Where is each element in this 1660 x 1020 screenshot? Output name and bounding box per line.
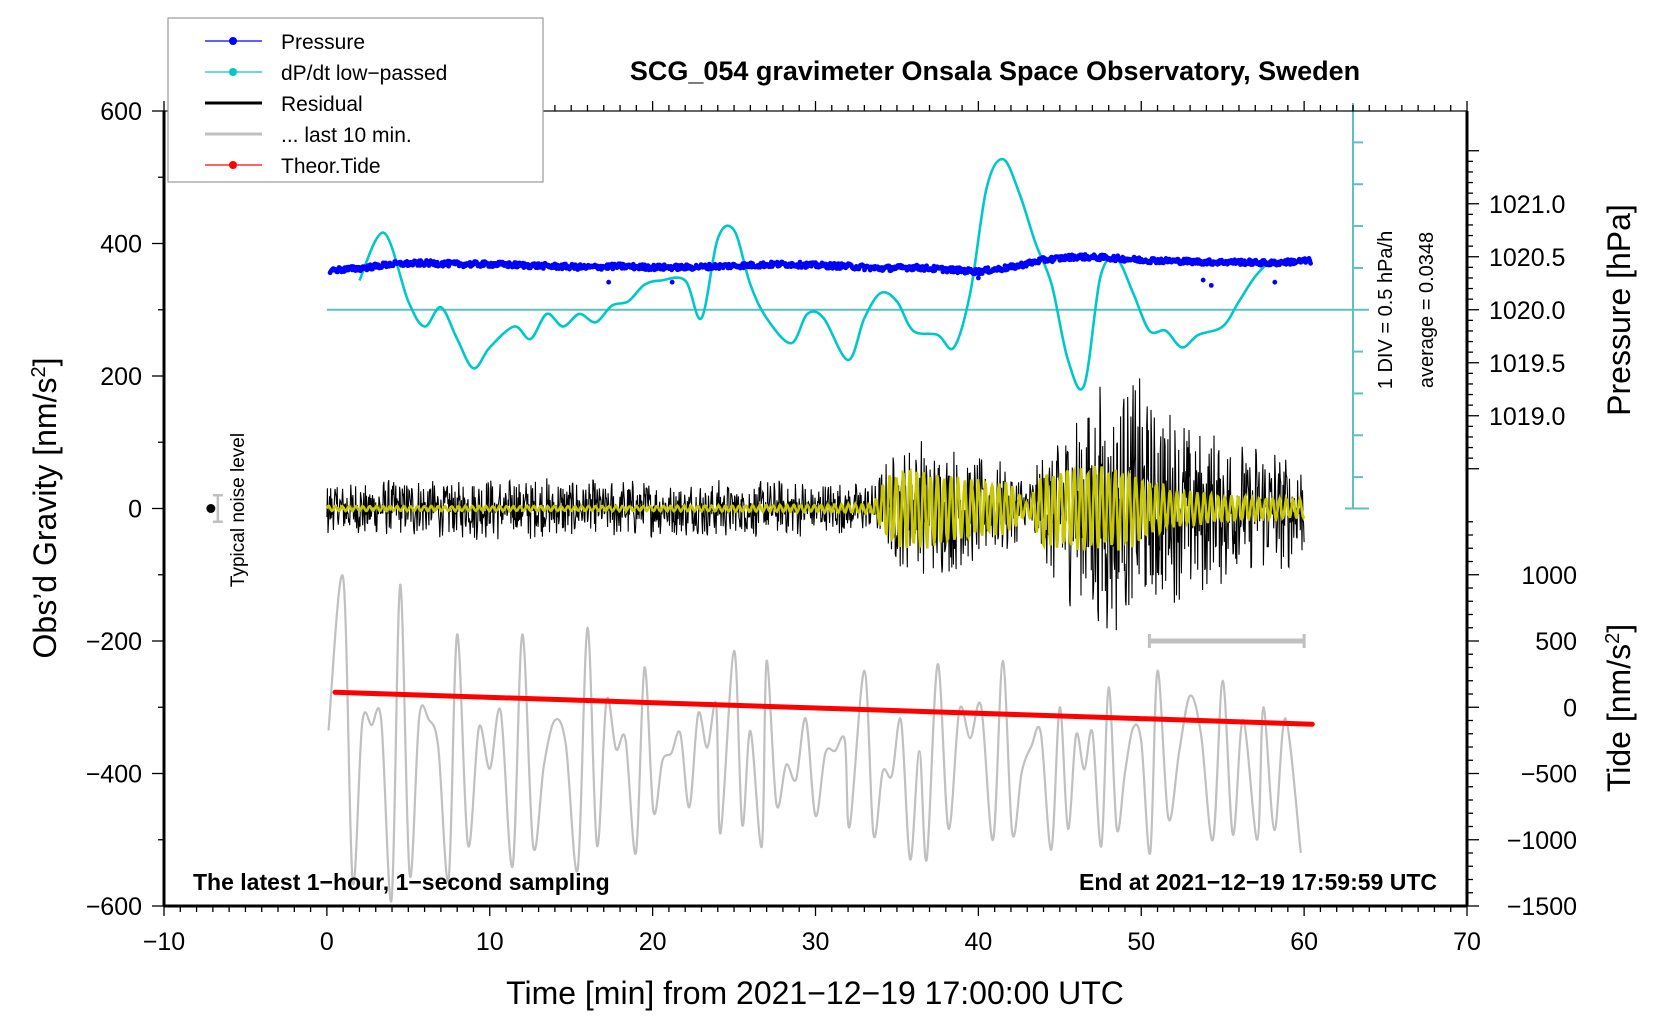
pressure-point xyxy=(985,265,991,271)
y-tick-label: 400 xyxy=(100,231,142,259)
series-layer xyxy=(206,103,1369,903)
pressure-tick-label: 1021.0 xyxy=(1489,191,1565,219)
label-rest: ] xyxy=(1601,624,1637,633)
tide-tick-label: 500 xyxy=(1535,628,1577,656)
pressure-tick-label: 1019.5 xyxy=(1489,350,1565,378)
scale-average-label: average = 0.0348 xyxy=(1416,232,1438,388)
chart-title: SCG_054 gravimeter Onsala Space Observat… xyxy=(630,56,1360,86)
series-residual-lowpassed xyxy=(325,465,1306,551)
x-tick-label: 20 xyxy=(639,928,667,956)
legend-label: dP/dt low−passed xyxy=(281,62,447,85)
y-tick-label: 600 xyxy=(100,98,142,126)
legend-label: Pressure xyxy=(281,31,365,54)
series-dpdt-lowpassed xyxy=(358,157,1273,391)
pressure-point xyxy=(797,259,803,265)
legend-swatch-dot xyxy=(229,161,237,169)
pressure-outlier xyxy=(1208,282,1214,288)
tide-tick-label: 0 xyxy=(1563,694,1577,722)
y-tick-label: −600 xyxy=(86,893,142,921)
series-last-10-min xyxy=(327,574,1302,903)
x-tick-label: 0 xyxy=(320,928,334,956)
series-theoretical-tide xyxy=(332,689,1315,727)
y-tick-label: −200 xyxy=(86,628,142,656)
pressure-point xyxy=(541,266,546,271)
x-tick-label: 50 xyxy=(1127,928,1155,956)
pressure-outlier xyxy=(669,279,675,285)
pressure-outlier xyxy=(1200,277,1206,283)
y-axis-title-pressure: Pressure [hPa] xyxy=(1601,204,1637,416)
pressure-tick-label: 1019.0 xyxy=(1489,403,1565,431)
pressure-point xyxy=(1113,258,1118,264)
noise-point xyxy=(206,504,216,513)
superscript: 2 xyxy=(1602,633,1624,644)
x-tick-label: 70 xyxy=(1453,928,1481,956)
superscript: 2 xyxy=(28,366,50,377)
legend-swatch-dot xyxy=(229,68,237,76)
tide-tick-label: 1000 xyxy=(1521,562,1577,590)
legend-swatch-dot xyxy=(229,37,237,45)
tide-tick-label: −500 xyxy=(1521,761,1577,789)
axes-layer: −10 0 10 20 30 40 50 60 70 600 400 200 0 −200 −400 −600… xyxy=(86,98,1577,956)
annotation-sampling: The latest 1−hour, 1−second sampling xyxy=(193,869,610,895)
pressure-tick-label: 1020.0 xyxy=(1489,297,1565,325)
legend: Pressure dP/dt low−passed Residual ... last… xyxy=(167,17,544,183)
label-rest: ] xyxy=(27,358,63,367)
pressure-tick-label: 1020.5 xyxy=(1489,244,1565,272)
x-tick-label: 10 xyxy=(476,928,504,956)
pressure-point xyxy=(1308,260,1313,266)
x-tick-label: −10 xyxy=(143,928,185,956)
legend-box xyxy=(167,17,544,183)
x-axis-title: Time [min] from 2021−12−19 17:00:00 UTC xyxy=(506,975,1124,1011)
legend-label: ... last 10 min. xyxy=(281,124,412,147)
annotation-end-time: End at 2021−12−19 17:59:59 UTC xyxy=(1079,869,1437,895)
scale-div-label: 1 DIV = 0.5 hPa/h xyxy=(1375,231,1397,389)
y-tick-label: 200 xyxy=(100,363,142,391)
x-tick-label: 60 xyxy=(1290,928,1318,956)
legend-label: Theor.Tide xyxy=(281,155,381,178)
y-tick-label: 0 xyxy=(128,496,142,524)
y-axis-title-left-text: Obs’d Gravity [nm/s xyxy=(27,378,63,659)
pressure-outlier xyxy=(1272,279,1278,285)
y-tick-label: −400 xyxy=(86,761,142,789)
tide-tick-label: −1500 xyxy=(1507,893,1577,921)
y-axis-title-left: Obs’d Gravity [nm/s2] xyxy=(27,358,63,659)
tide-tick-label: −1000 xyxy=(1507,827,1577,855)
pressure-outlier xyxy=(606,279,612,285)
x-tick-label: 30 xyxy=(802,928,830,956)
noise-level-label: Typical noise level xyxy=(228,433,249,587)
x-tick-label: 40 xyxy=(964,928,992,956)
series-pressure xyxy=(327,252,1313,288)
y-axis-title-tide: Tide [nm/s2] xyxy=(1601,624,1637,792)
legend-label: Residual xyxy=(281,93,363,116)
y-axis-title-tide-text: Tide [nm/s xyxy=(1601,644,1637,792)
pressure-outlier xyxy=(975,275,981,281)
